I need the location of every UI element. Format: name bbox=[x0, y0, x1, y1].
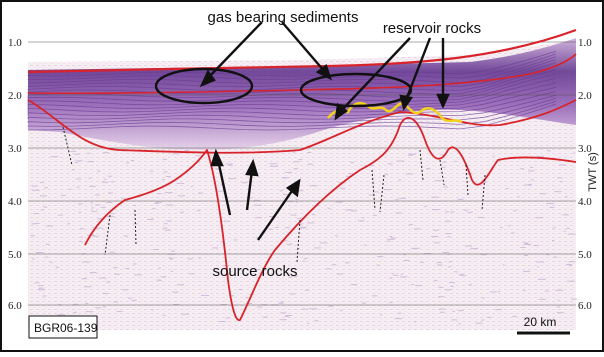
faults bbox=[62, 126, 486, 263]
basement-horizon bbox=[84, 116, 577, 321]
reservoir-rocks-label: reservoir rocks bbox=[383, 20, 481, 37]
section-id-box bbox=[28, 315, 98, 339]
source-rocks-label: source rocks bbox=[212, 263, 297, 280]
section-id-label: BGR06-139 bbox=[34, 321, 98, 335]
right-tick: 1.0 bbox=[578, 37, 592, 49]
annotation-arrows bbox=[199, 21, 450, 241]
left-tick: 5.0 bbox=[8, 249, 22, 261]
seafloor-horizon bbox=[27, 28, 577, 74]
gas-ellipse-left bbox=[154, 67, 254, 105]
left-tick: 6.0 bbox=[8, 300, 22, 312]
left-tick: 4.0 bbox=[8, 196, 22, 208]
left-time-axis: 1.0 2.0 3.0 4.0 5.0 6.0 bbox=[8, 37, 22, 312]
y-axis-label: TWT (s) bbox=[587, 152, 599, 192]
right-tick: 2.0 bbox=[578, 90, 592, 102]
time-gridlines bbox=[28, 41, 576, 306]
basement-reflections bbox=[30, 150, 578, 325]
right-tick: 5.0 bbox=[578, 249, 592, 261]
seismic-reflectors bbox=[27, 50, 557, 131]
left-tick: 3.0 bbox=[8, 143, 22, 155]
left-tick: 2.0 bbox=[8, 90, 22, 102]
right-time-axis: 1.0 2.0 3.0 4.0 5.0 6.0 TWT (s) bbox=[578, 37, 599, 312]
scale-bar-label: 20 km bbox=[524, 315, 557, 329]
mid-horizon bbox=[27, 99, 577, 154]
left-tick: 1.0 bbox=[8, 37, 22, 49]
right-tick: 4.0 bbox=[578, 196, 592, 208]
right-tick: 3.0 bbox=[578, 143, 592, 155]
right-tick: 6.0 bbox=[578, 300, 592, 312]
reservoir-outline bbox=[327, 101, 463, 124]
water-column bbox=[28, 10, 576, 62]
gas-bearing-label: gas bearing sediments bbox=[208, 9, 359, 26]
